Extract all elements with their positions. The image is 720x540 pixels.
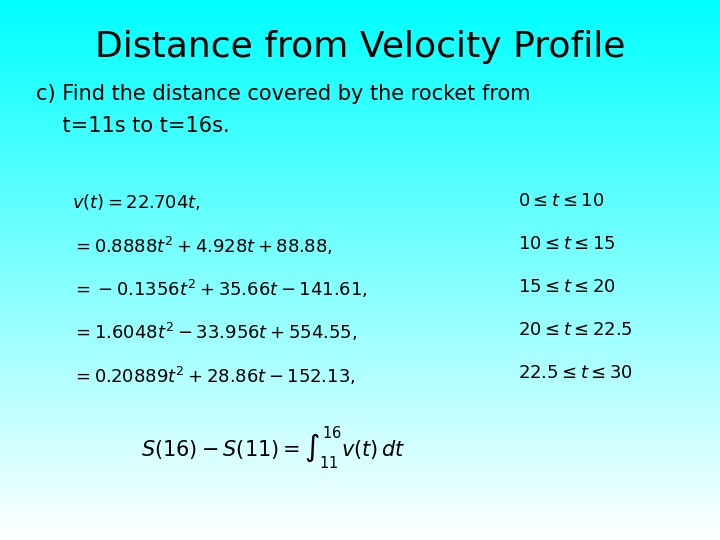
Text: $0 \leq t \leq 10$: $0 \leq t \leq 10$	[518, 192, 605, 210]
Text: $22.5 \leq t \leq 30$: $22.5 \leq t \leq 30$	[518, 364, 634, 382]
Text: $= 1.6048t^{2} - 33.956t + 554.55,$: $= 1.6048t^{2} - 33.956t + 554.55,$	[72, 321, 357, 343]
Text: c) Find the distance covered by the rocket from: c) Find the distance covered by the rock…	[36, 84, 531, 104]
Text: Distance from Velocity Profile: Distance from Velocity Profile	[95, 30, 625, 64]
Text: $20 \leq t \leq 22.5$: $20 \leq t \leq 22.5$	[518, 321, 633, 339]
Text: $15 \leq t \leq 20$: $15 \leq t \leq 20$	[518, 278, 616, 296]
Text: $= 0.8888t^{2} + 4.928t + 88.88,$: $= 0.8888t^{2} + 4.928t + 88.88,$	[72, 235, 333, 257]
Text: $v(t) = 22.704t,$: $v(t) = 22.704t,$	[72, 192, 200, 212]
Text: t=11s to t=16s.: t=11s to t=16s.	[36, 116, 230, 136]
Text: $10 \leq t \leq 15$: $10 \leq t \leq 15$	[518, 235, 616, 253]
Text: $= 0.20889t^{2} + 28.86t - 152.13,$: $= 0.20889t^{2} + 28.86t - 152.13,$	[72, 364, 356, 387]
Text: $S(16) - S(11) = \int_{11}^{16} v(t)\,dt$: $S(16) - S(11) = \int_{11}^{16} v(t)\,dt…	[141, 424, 406, 471]
Text: $= -0.1356t^{2} + 35.66t - 141.61,$: $= -0.1356t^{2} + 35.66t - 141.61,$	[72, 278, 368, 300]
